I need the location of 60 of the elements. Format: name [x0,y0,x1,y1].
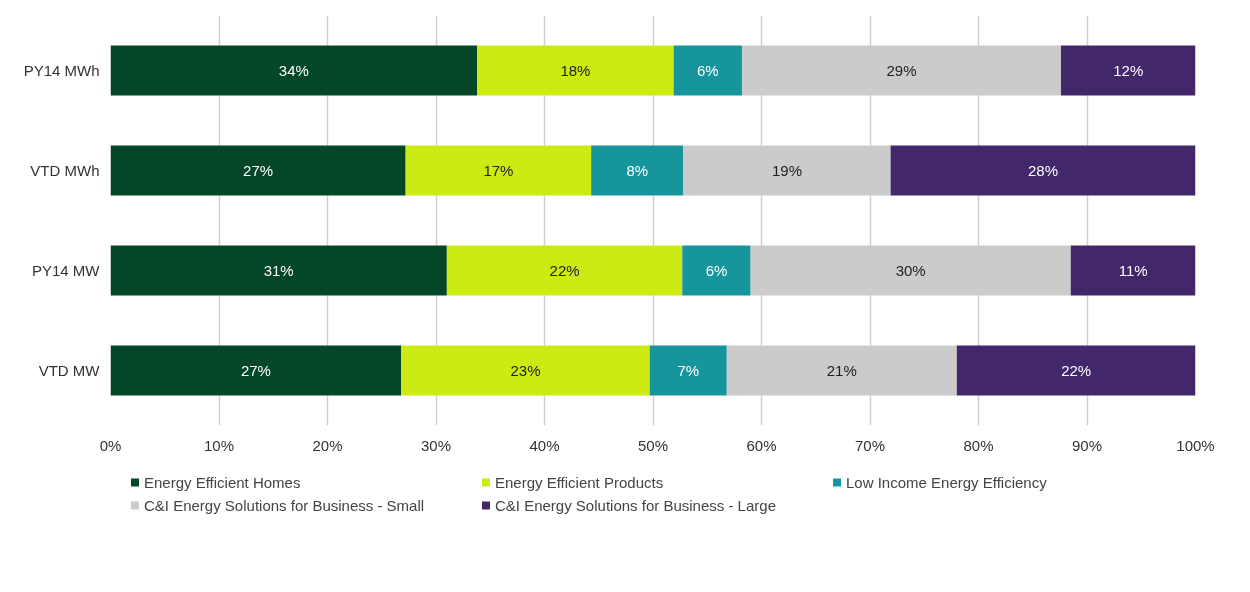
x-tick-label: 0% [99,436,122,454]
x-tick-label: 60% [746,436,777,454]
legend-label: C&I Energy Solutions for Business - Small [144,496,426,514]
x-tick-label: 70% [854,436,886,454]
bar [890,145,1196,196]
legend-label: Energy Efficient Homes [144,473,302,491]
bar [1070,245,1196,296]
x-tick-label: 100% [1176,436,1215,454]
data-label: 29% [886,62,917,79]
bar [110,45,478,96]
data-label: 34% [278,62,309,79]
x-tick-label: 50% [637,436,669,454]
bar [477,45,674,96]
bar [446,245,683,296]
bar [750,245,1071,296]
bar [591,145,684,196]
data-label: 6% [696,62,719,79]
x-tick-label: 40% [529,436,560,454]
bar [110,245,447,296]
bar [110,345,402,396]
x-tick-label: 90% [1071,436,1103,454]
data-label: 30% [895,262,926,279]
bar [682,245,751,296]
bar [741,45,1061,96]
data-label: 18% [560,62,591,79]
bar [1060,45,1196,96]
bar [673,45,742,96]
y-tick-label: VTD MW [38,362,101,379]
x-tick-label: 10% [203,436,235,454]
data-label: 22% [1061,362,1092,379]
y-tick-label: PY14 MWh [23,62,100,79]
x-tick-label: 30% [420,436,452,454]
y-tick-label: PY14 MW [31,262,101,279]
bar [683,145,891,196]
bar [726,345,957,396]
legend-label: Energy Efficient Products [495,473,665,491]
bar [110,145,406,196]
x-tick-label: 80% [963,436,994,454]
data-label: 22% [549,262,580,279]
data-label: 19% [771,162,803,179]
data-label: 11% [1118,262,1148,279]
data-label: 27% [240,362,271,379]
x-tick-label: 20% [312,436,343,454]
data-label: 23% [510,362,541,379]
bar [956,345,1196,396]
legend-label: C&I Energy Solutions for Business - Large [495,496,777,514]
data-label: 12% [1113,62,1144,79]
data-label: 31% [263,262,294,279]
bar [401,345,650,396]
y-tick-label: VTD MWh [30,162,100,179]
bar [405,145,592,196]
data-label: 21% [826,362,857,379]
data-label: 28% [1028,162,1059,179]
data-label: 27% [243,162,274,179]
data-label: 8% [626,162,649,179]
data-label: 6% [705,262,728,279]
data-label: 17% [483,162,514,179]
legend-label: Low Income Energy Efficiency [846,473,1048,491]
bar [649,345,727,396]
data-label: 7% [677,362,700,379]
